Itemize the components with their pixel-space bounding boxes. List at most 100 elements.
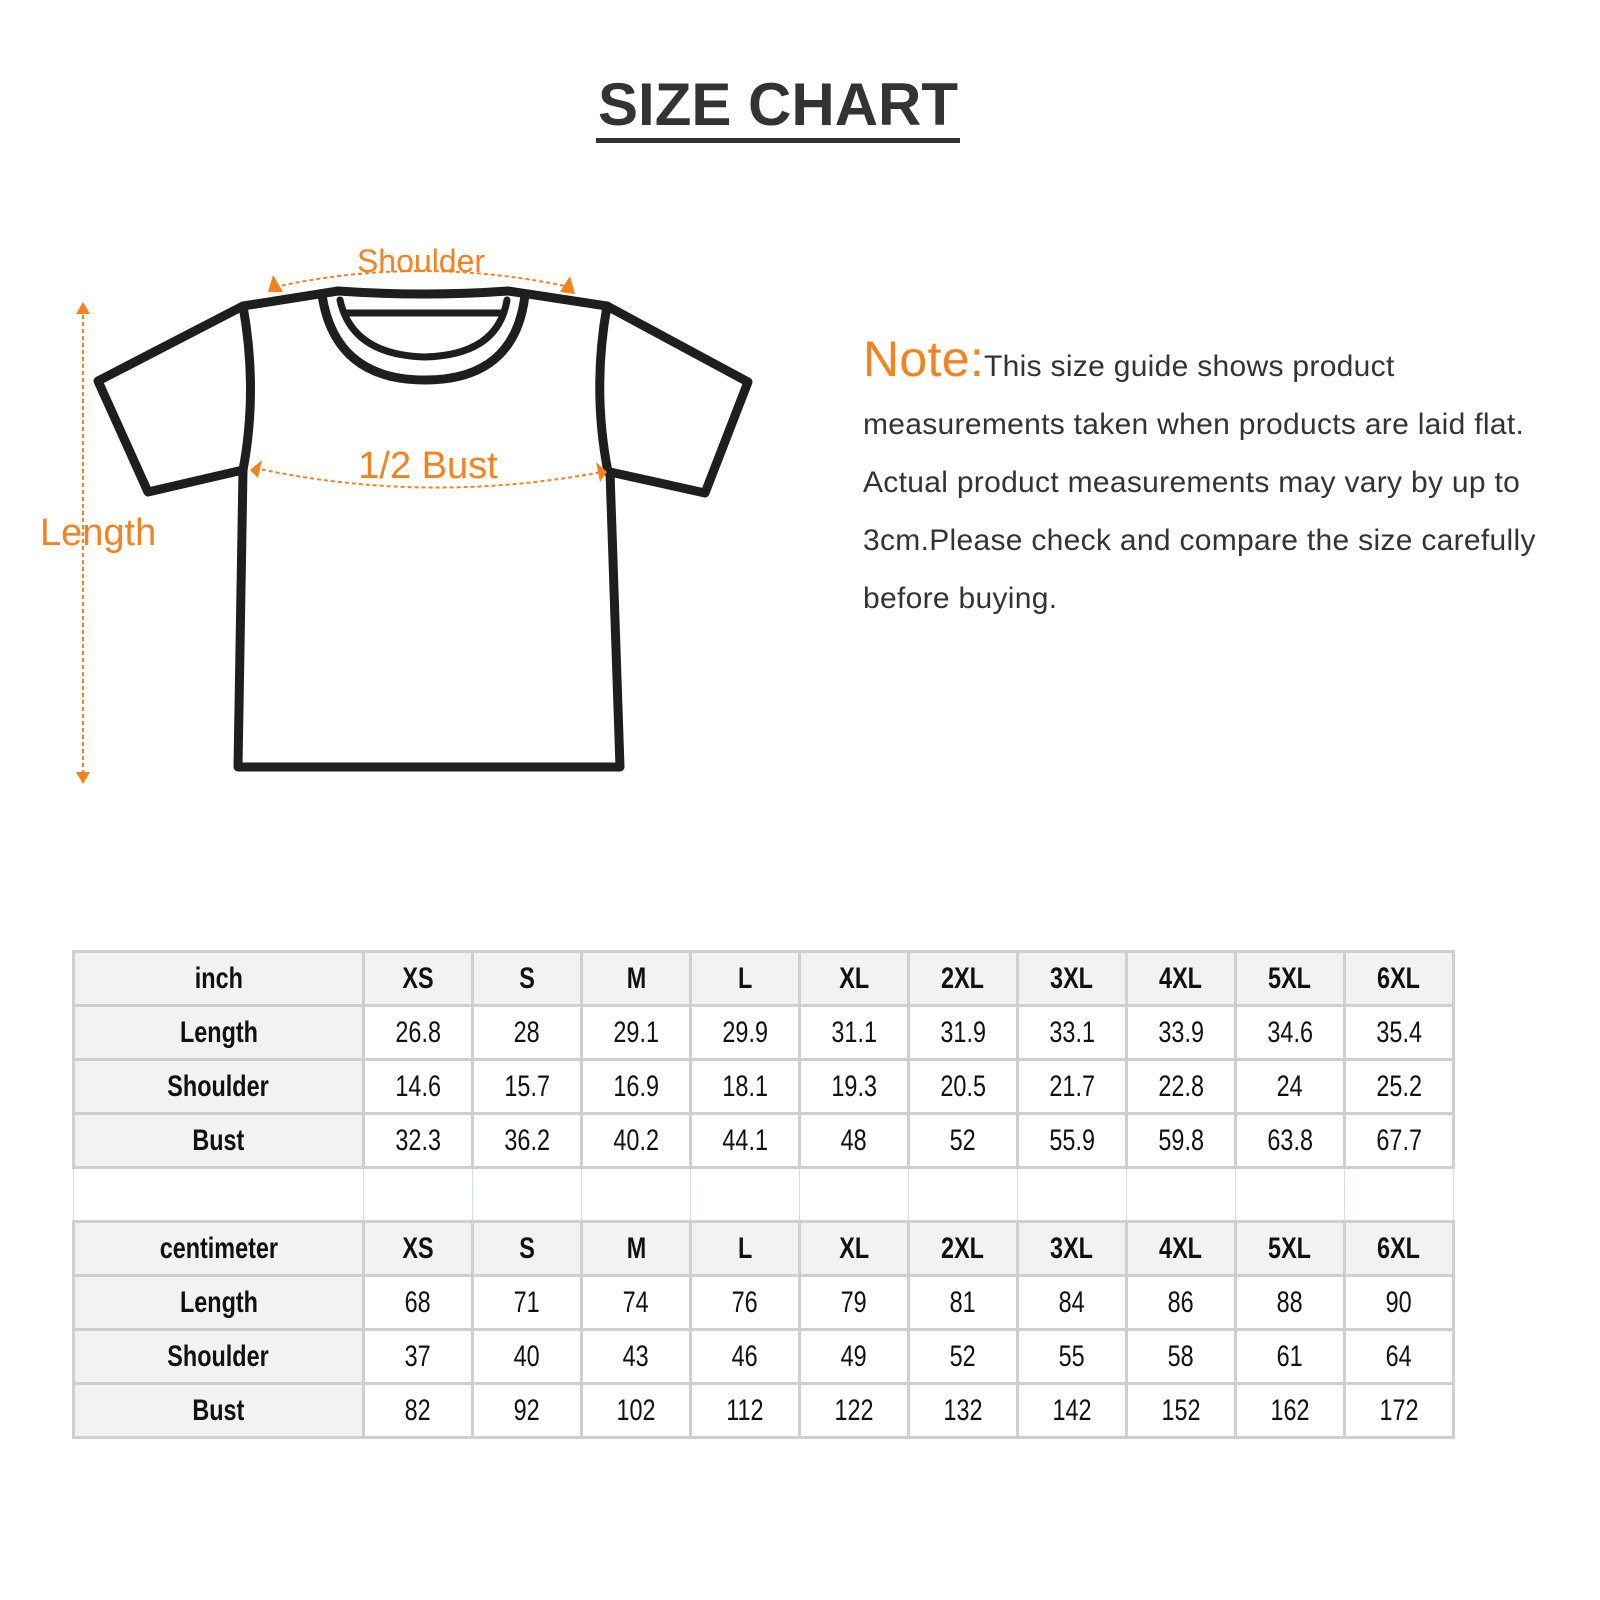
measurement-cell: 88 xyxy=(1234,1274,1346,1331)
measurement-cell-text: 142 xyxy=(1052,1393,1092,1427)
size-header-text: XL xyxy=(839,961,869,995)
measurement-cell-text: 102 xyxy=(616,1393,656,1427)
measurement-cell-text: 37 xyxy=(404,1339,432,1373)
unit-header-text: inch xyxy=(194,961,243,995)
measurement-cell: 28 xyxy=(471,1004,583,1061)
measurement-cell: 74 xyxy=(580,1274,692,1331)
measurement-cell-text: 52 xyxy=(949,1123,977,1157)
empty-cell xyxy=(472,1166,582,1223)
size-header-text: 2XL xyxy=(941,1231,985,1265)
length-label: Length xyxy=(40,512,156,554)
measurement-cell-text: 152 xyxy=(1161,1393,1201,1427)
measurement-cell-text: 22.8 xyxy=(1158,1069,1204,1103)
measurement-cell: 18.1 xyxy=(689,1058,801,1115)
size-header-text: M xyxy=(626,1231,646,1265)
measurement-cell: 19.3 xyxy=(798,1058,910,1115)
measurement-cell: 172 xyxy=(1343,1382,1455,1439)
row-label: Length xyxy=(72,1004,365,1061)
row-label: Bust xyxy=(72,1382,365,1439)
measurement-cell-text: 24 xyxy=(1276,1069,1304,1103)
measurement-cell-text: 32.3 xyxy=(395,1123,441,1157)
measurement-cell: 31.1 xyxy=(798,1004,910,1061)
size-header: 2XL xyxy=(907,1220,1019,1277)
measurement-cell: 36.2 xyxy=(471,1112,583,1169)
measurement-cell: 59.8 xyxy=(1125,1112,1237,1169)
inch-table-row: Bust 32.3 36.2 40.2 44.1 48 52 55.9 59.8 63.8 67.7 xyxy=(72,1112,1455,1169)
measurement-cell-text: 68 xyxy=(404,1285,432,1319)
spacer-row xyxy=(73,1166,1454,1223)
unit-header: inch xyxy=(72,950,365,1007)
cm-table-row: Length 68 71 74 76 79 81 84 86 88 90 xyxy=(72,1274,1455,1331)
size-header-text: 5XL xyxy=(1268,961,1312,995)
size-header: XS xyxy=(362,950,474,1007)
tshirt-diagram: Shoulder 1/2 Bust Length xyxy=(40,243,753,784)
page-title: SIZE CHART xyxy=(596,72,960,143)
inch-header-row: inch XS S M L XL 2XL 3XL 4XL 5XL 6XL xyxy=(72,950,1455,1007)
size-table: inch XS S M L XL 2XL 3XL 4XL 5XL 6XL Length 26.8 28 29… xyxy=(72,950,1455,1439)
empty-cell xyxy=(1344,1166,1454,1223)
size-header: 6XL xyxy=(1343,1220,1455,1277)
measurement-cell: 40.2 xyxy=(580,1112,692,1169)
row-label-text: Length xyxy=(179,1285,258,1319)
size-header-text: L xyxy=(737,961,753,995)
tshirt-outline-icon xyxy=(93,286,753,772)
measurement-cell-text: 92 xyxy=(513,1393,541,1427)
measurement-cell: 142 xyxy=(1016,1382,1128,1439)
size-header: M xyxy=(580,950,692,1007)
size-header: S xyxy=(471,950,583,1007)
unit-header-text: centimeter xyxy=(159,1231,278,1265)
measurement-cell-text: 71 xyxy=(513,1285,541,1319)
measurement-cell: 29.9 xyxy=(689,1004,801,1061)
measurement-cell: 122 xyxy=(798,1382,910,1439)
empty-cell xyxy=(908,1166,1018,1223)
measurement-cell-text: 58 xyxy=(1167,1339,1195,1373)
measurement-cell-text: 33.1 xyxy=(1049,1015,1095,1049)
size-header-text: 4XL xyxy=(1159,961,1203,995)
measurement-cell-text: 81 xyxy=(949,1285,977,1319)
measurement-cell-text: 18.1 xyxy=(722,1069,768,1103)
measurement-cell: 67.7 xyxy=(1343,1112,1455,1169)
measurement-cell: 26.8 xyxy=(362,1004,474,1061)
measurement-cell: 52 xyxy=(907,1328,1019,1385)
measurement-cell: 34.6 xyxy=(1234,1004,1346,1061)
size-header-text: XS xyxy=(402,1231,434,1265)
empty-cell xyxy=(1017,1166,1127,1223)
measurement-cell: 86 xyxy=(1125,1274,1237,1331)
empty-cell xyxy=(73,1166,364,1223)
measurement-cell-text: 74 xyxy=(622,1285,650,1319)
measurement-cell: 20.5 xyxy=(907,1058,1019,1115)
measurement-cell: 63.8 xyxy=(1234,1112,1346,1169)
measurement-cell-text: 40.2 xyxy=(613,1123,659,1157)
measurement-cell: 82 xyxy=(362,1382,474,1439)
measurement-cell-text: 52 xyxy=(949,1339,977,1373)
size-header: S xyxy=(471,1220,583,1277)
inch-table-row: Shoulder 14.6 15.7 16.9 18.1 19.3 20.5 21.7 22.8… xyxy=(72,1058,1455,1115)
measurement-cell: 52 xyxy=(907,1112,1019,1169)
measurement-cell-text: 26.8 xyxy=(395,1015,441,1049)
measurement-cell: 55.9 xyxy=(1016,1112,1128,1169)
size-header-text: 4XL xyxy=(1159,1231,1203,1265)
size-header: 2XL xyxy=(907,950,1019,1007)
measurement-cell-text: 40 xyxy=(513,1339,541,1373)
size-header-text: M xyxy=(626,961,646,995)
arrow-heads-icon xyxy=(76,275,607,784)
measurement-cell-text: 76 xyxy=(731,1285,759,1319)
measurement-cell: 40 xyxy=(471,1328,583,1385)
measurement-cell: 64 xyxy=(1343,1328,1455,1385)
measurement-cell: 44.1 xyxy=(689,1112,801,1169)
unit-header: centimeter xyxy=(72,1220,365,1277)
size-header: XL xyxy=(798,1220,910,1277)
size-header-text: 2XL xyxy=(941,961,985,995)
size-header-text: 3XL xyxy=(1050,1231,1094,1265)
row-label: Bust xyxy=(72,1112,365,1169)
measurement-cell-text: 34.6 xyxy=(1267,1015,1313,1049)
measurement-cell: 46 xyxy=(689,1328,801,1385)
size-note: Note:This size guide shows product measu… xyxy=(863,330,1563,628)
measurement-cell: 29.1 xyxy=(580,1004,692,1061)
measurement-cell-text: 15.7 xyxy=(504,1069,550,1103)
note-text: This size guide shows product measuremen… xyxy=(863,350,1536,615)
measurement-cell: 22.8 xyxy=(1125,1058,1237,1115)
cm-table-row: Bust 82 92 102 112 122 132 142 152 162 172 xyxy=(72,1382,1455,1439)
row-label-text: Bust xyxy=(192,1123,245,1157)
measurement-cell-text: 59.8 xyxy=(1158,1123,1204,1157)
